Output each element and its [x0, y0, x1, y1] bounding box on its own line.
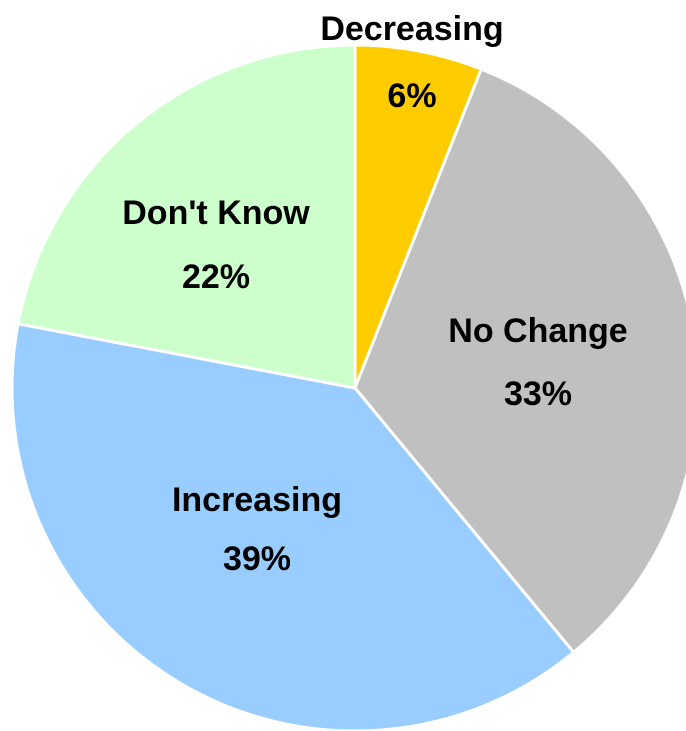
- slice-increasing: [10, 321, 576, 731]
- pie-slices: [10, 43, 686, 731]
- pie-labels: Decreasing 6% No Change 33% Increasing 3…: [122, 10, 627, 578]
- slice-value-decreasing: 6%: [387, 77, 436, 115]
- slice-don-t-know: [16, 43, 357, 390]
- slice-value-increasing: 39%: [223, 540, 291, 578]
- slice-label-decreasing: Decreasing: [320, 10, 503, 48]
- slice-decreasing: [353, 43, 484, 389]
- slice-label-dont-know: Don't Know: [122, 194, 310, 232]
- slice-value-dont-know: 22%: [182, 258, 250, 296]
- slice-label-increasing: Increasing: [172, 481, 342, 519]
- slice-value-no-change: 33%: [504, 375, 572, 413]
- slice-no-change: [353, 67, 686, 655]
- slice-label-no-change: No Change: [448, 312, 627, 350]
